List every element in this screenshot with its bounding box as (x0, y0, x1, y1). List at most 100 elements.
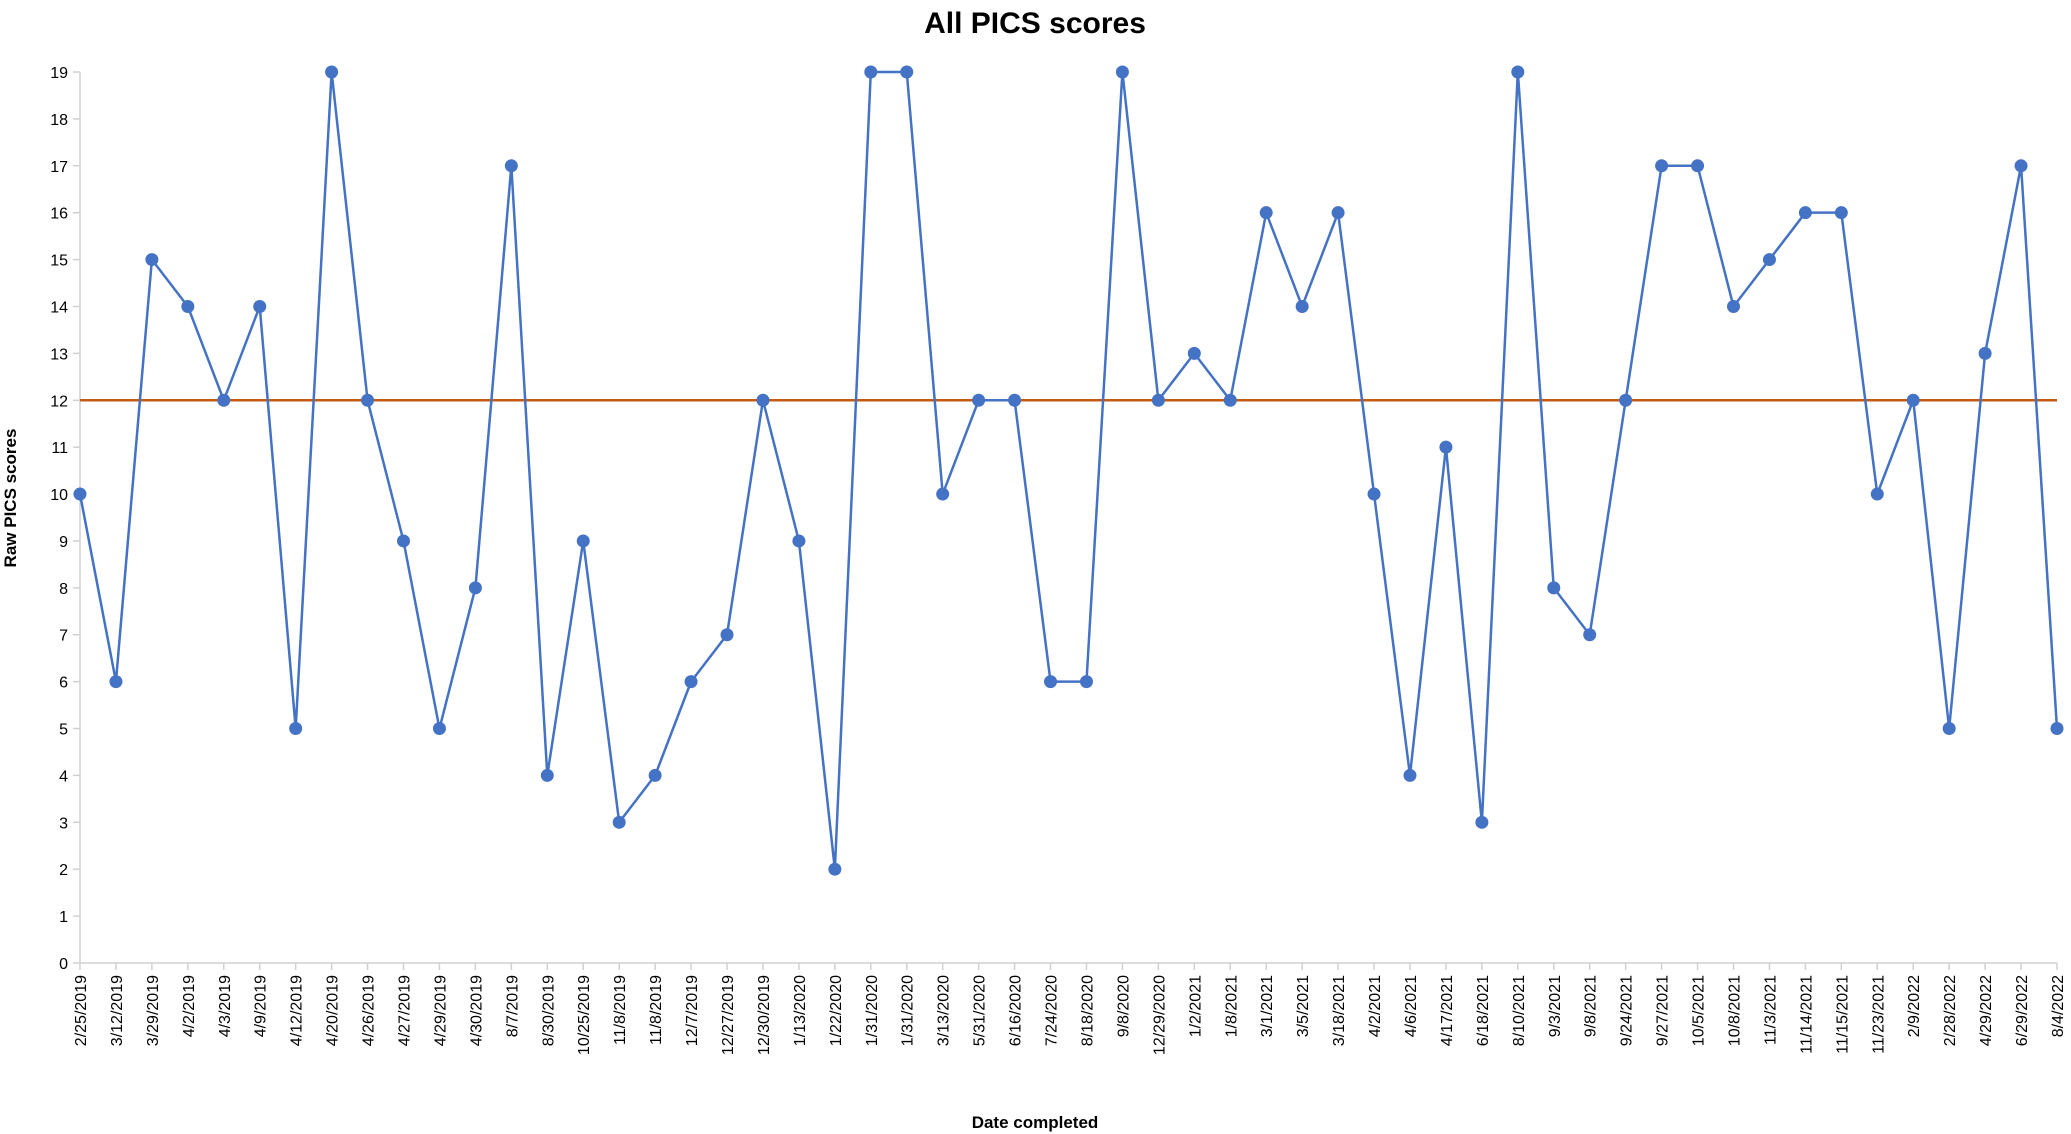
x-tick-label: 4/6/2021 (1403, 975, 1420, 1037)
y-tick-label: 10 (50, 487, 68, 504)
x-tick-label: 4/29/2022 (1978, 975, 1995, 1046)
y-tick-label: 14 (50, 299, 68, 316)
x-tick-label: 1/13/2020 (792, 975, 809, 1046)
x-tick-label: 12/7/2019 (684, 975, 701, 1046)
x-tick-label: 2/28/2022 (1942, 975, 1959, 1046)
x-tick-label: 11/23/2021 (1870, 975, 1887, 1054)
x-axis: 2/25/2019 3/12/2019 3/29/2019 4/2/2019 4/3/2… (73, 963, 2067, 1055)
x-tick-label: 3/12/2019 (109, 975, 126, 1046)
data-point (936, 487, 950, 501)
data-point (109, 675, 123, 689)
data-point (1367, 487, 1381, 501)
y-tick-label: 5 (59, 722, 68, 739)
data-point (720, 628, 734, 642)
data-point (2014, 159, 2028, 173)
series-line (78, 70, 2059, 871)
y-tick-label: 6 (59, 675, 68, 692)
data-point (1079, 675, 1093, 689)
data-point (648, 768, 662, 782)
x-tick-label: 11/8/2019 (648, 975, 665, 1045)
x-tick-label: 9/8/2021 (1583, 975, 1600, 1037)
x-tick-label: 10/25/2019 (576, 975, 593, 1055)
data-point (684, 675, 698, 689)
data-point (900, 65, 914, 79)
x-tick-label: 4/20/2019 (325, 975, 342, 1046)
x-tick-label: 3/5/2021 (1295, 975, 1312, 1037)
data-point (1691, 159, 1705, 173)
y-tick-label: 13 (50, 346, 68, 363)
y-tick-label: 15 (50, 253, 68, 270)
x-tick-label: 4/2/2019 (181, 975, 198, 1037)
data-point (1834, 206, 1848, 220)
data-point (1151, 393, 1165, 407)
data-point (1942, 722, 1956, 736)
data-point (253, 299, 267, 313)
data-point (1115, 65, 1129, 79)
data-point (1223, 393, 1237, 407)
data-point (1295, 299, 1309, 313)
x-tick-label: 11/8/2019 (612, 975, 629, 1045)
y-tick-label: 17 (50, 159, 68, 176)
data-point (1187, 346, 1201, 360)
y-tick-label: 16 (50, 206, 68, 223)
x-tick-label: 1/22/2020 (828, 975, 845, 1046)
x-tick-label: 6/29/2022 (2014, 975, 2031, 1046)
data-point (612, 815, 626, 829)
x-tick-label: 8/4/2022 (2050, 975, 2067, 1037)
data-point (325, 65, 339, 79)
data-point (432, 722, 446, 736)
x-tick-label: 2/25/2019 (73, 975, 90, 1046)
data-point (576, 534, 590, 548)
x-tick-label: 9/27/2021 (1655, 975, 1672, 1046)
x-tick-label: 8/10/2021 (1511, 975, 1528, 1046)
series-points (73, 65, 2064, 876)
x-tick-label: 9/24/2021 (1619, 975, 1636, 1046)
x-tick-label: 10/5/2021 (1691, 975, 1708, 1046)
data-point (1403, 768, 1417, 782)
data-point (1511, 65, 1525, 79)
data-point (540, 768, 554, 782)
x-tick-label: 8/30/2019 (540, 975, 557, 1046)
data-point (1978, 346, 1992, 360)
y-tick-label: 9 (59, 534, 68, 551)
x-tick-label: 4/3/2019 (217, 975, 234, 1037)
x-tick-label: 6/18/2021 (1475, 975, 1492, 1046)
data-point (2050, 722, 2064, 736)
data-point (397, 534, 411, 548)
x-tick-label: 3/13/2020 (936, 975, 953, 1046)
data-point (289, 722, 303, 736)
x-tick-label: 4/27/2019 (397, 975, 414, 1046)
x-tick-label: 3/18/2021 (1331, 975, 1348, 1046)
y-tick-label: 4 (59, 768, 68, 785)
y-tick-label: 0 (59, 956, 68, 973)
data-point (1798, 206, 1812, 220)
x-tick-label: 4/2/2021 (1367, 975, 1384, 1037)
x-tick-label: 1/2/2021 (1187, 975, 1204, 1037)
x-tick-label: 11/15/2021 (1834, 975, 1851, 1054)
data-point (217, 393, 231, 407)
data-point (1583, 628, 1597, 642)
x-tick-label: 6/16/2020 (1008, 975, 1025, 1046)
y-tick-label: 3 (59, 815, 68, 832)
x-tick-label: 4/26/2019 (361, 975, 378, 1046)
x-tick-label: 10/8/2021 (1726, 975, 1743, 1046)
data-point (1870, 487, 1884, 501)
x-tick-label: 8/18/2020 (1079, 975, 1096, 1046)
x-tick-label: 5/31/2020 (972, 975, 989, 1046)
data-point (73, 487, 87, 501)
x-tick-label: 4/30/2019 (468, 975, 485, 1046)
data-point (1619, 393, 1633, 407)
data-point (1547, 581, 1561, 595)
data-point (181, 299, 195, 313)
x-tick-label: 7/24/2020 (1044, 975, 1061, 1046)
x-tick-label: 9/8/2020 (1115, 975, 1132, 1037)
x-tick-label: 9/3/2021 (1547, 975, 1564, 1037)
data-point (1726, 299, 1740, 313)
y-tick-label: 8 (59, 581, 68, 598)
x-tick-label: 3/1/2021 (1259, 975, 1276, 1037)
x-axis-title: Date completed (972, 1113, 1099, 1132)
data-point (145, 253, 159, 267)
data-point (1331, 206, 1345, 220)
